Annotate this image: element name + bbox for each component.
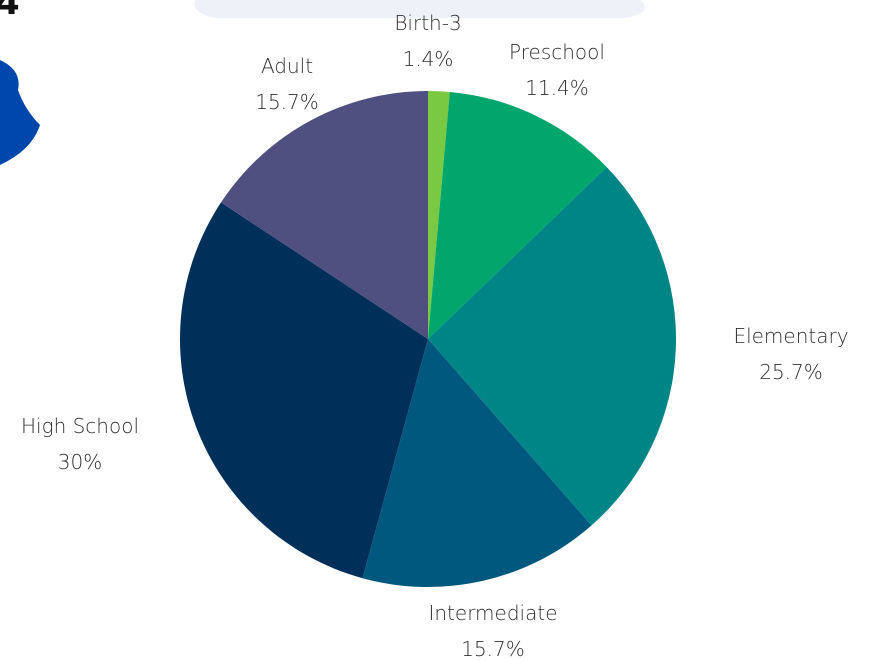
pie-slices [180,91,676,587]
pie-slice-adult [221,91,428,339]
pie-slice-birth-3 [428,91,450,339]
slice-value-label: 15.7% [255,90,319,114]
slice-value-label: 25.7% [759,360,823,384]
decorative-blob [0,60,40,165]
slice-value-label: 11.4% [525,76,589,100]
pie-slice-intermediate [362,339,592,587]
pie-labels: Birth-3 1.4% Preschool 11.4% Elementary 25.7%… [21,11,849,660]
pie-slice-elementary [428,167,676,526]
slice-category-label: High School [21,414,139,438]
decorative-glyph: 4 [0,0,20,23]
slice-category-label: Elementary [733,324,848,348]
pie-slice-high-school [180,202,428,579]
slice-category-label: Preschool [509,40,605,64]
slice-value-label: 15.7% [461,637,525,660]
slice-category-label: Adult [261,54,313,78]
slice-value-label: 30% [58,450,102,474]
decorative-banner [194,0,645,18]
slice-value-label: 1.4% [403,47,454,71]
pie-slice-preschool [428,91,607,339]
slice-category-label: Intermediate [428,601,557,625]
slice-category-label: Birth-3 [394,11,461,35]
